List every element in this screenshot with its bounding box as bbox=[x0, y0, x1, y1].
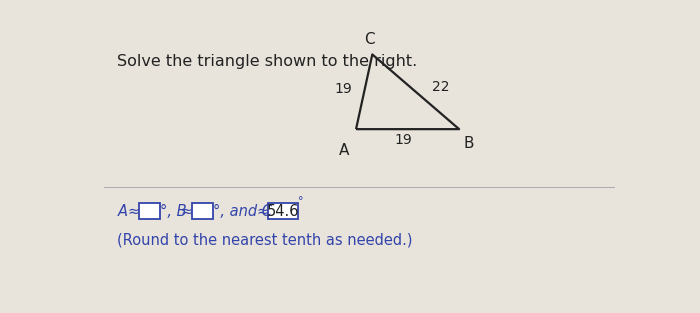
Text: B: B bbox=[463, 136, 474, 151]
FancyBboxPatch shape bbox=[268, 203, 298, 219]
FancyBboxPatch shape bbox=[139, 203, 160, 219]
Text: 19: 19 bbox=[395, 133, 413, 147]
Text: (Round to the nearest tenth as needed.): (Round to the nearest tenth as needed.) bbox=[118, 233, 413, 248]
Text: ≈: ≈ bbox=[181, 203, 192, 218]
Text: A: A bbox=[118, 203, 127, 218]
Text: °: ° bbox=[298, 197, 304, 207]
Text: A: A bbox=[339, 143, 349, 158]
Text: °, B: °, B bbox=[160, 203, 186, 218]
Text: 54.6: 54.6 bbox=[267, 203, 300, 218]
Text: C: C bbox=[364, 33, 374, 48]
FancyBboxPatch shape bbox=[193, 203, 213, 219]
Text: °, and C: °, and C bbox=[213, 203, 272, 218]
Text: ≈: ≈ bbox=[127, 203, 139, 218]
Text: ≈: ≈ bbox=[256, 203, 269, 218]
Text: Solve the triangle shown to the right.: Solve the triangle shown to the right. bbox=[118, 54, 418, 69]
Text: 19: 19 bbox=[335, 82, 352, 96]
Text: 22: 22 bbox=[432, 80, 449, 94]
